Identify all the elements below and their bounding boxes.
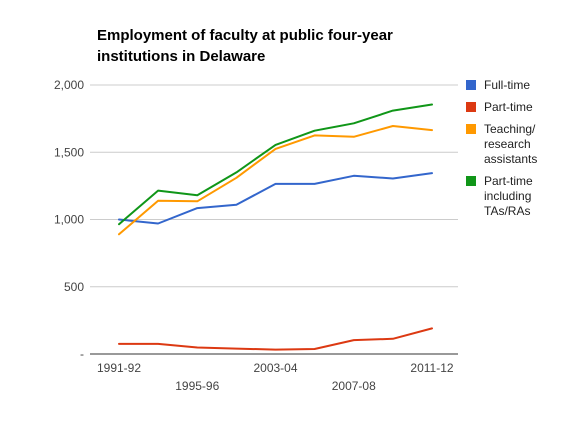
legend-swatch	[466, 176, 476, 186]
x-tick-label: 2003-04	[253, 361, 297, 375]
gridlines	[90, 84, 458, 355]
legend-label: Part-time	[484, 100, 533, 114]
y-tick-label: 2,000	[54, 78, 84, 92]
y-axis-tick-labels: - 500 1,000 1,500 2,000	[54, 78, 84, 361]
x-tick-label: 2011-12	[410, 361, 453, 375]
series-line	[118, 125, 433, 236]
legend-label: Full-time	[484, 78, 530, 92]
chart-title-line-1: Employment of faculty at public four-yea…	[97, 27, 393, 44]
y-tick-label: -	[80, 347, 84, 361]
legend: Full-time Part-time Teaching/researchassis…	[466, 78, 537, 218]
legend-label: Part-time	[484, 174, 533, 188]
legend-label: including	[484, 189, 531, 203]
x-tick-label: 1995-96	[175, 379, 219, 393]
x-tick-label: 1991-92	[97, 361, 141, 375]
chart-title-line-2: institutions in Delaware	[97, 48, 265, 65]
series-line	[118, 172, 433, 225]
series-line	[118, 327, 433, 351]
x-tick-label: 2007-08	[332, 379, 376, 393]
x-axis-tick-labels: 1991-92 1995-96 2003-04 2007-08 2011-12	[97, 361, 454, 393]
legend-label: TAs/RAs	[484, 204, 530, 218]
legend-swatch	[466, 124, 476, 134]
legend-label: assistants	[484, 152, 537, 166]
legend-label: Teaching/	[484, 122, 536, 136]
legend-label: research	[484, 137, 531, 151]
series-lines	[118, 103, 433, 351]
series-line	[118, 103, 433, 226]
y-tick-label: 1,500	[54, 145, 84, 159]
legend-swatch	[466, 80, 476, 90]
y-tick-label: 500	[64, 280, 84, 294]
y-tick-label: 1,000	[54, 213, 84, 227]
legend-swatch	[466, 102, 476, 112]
